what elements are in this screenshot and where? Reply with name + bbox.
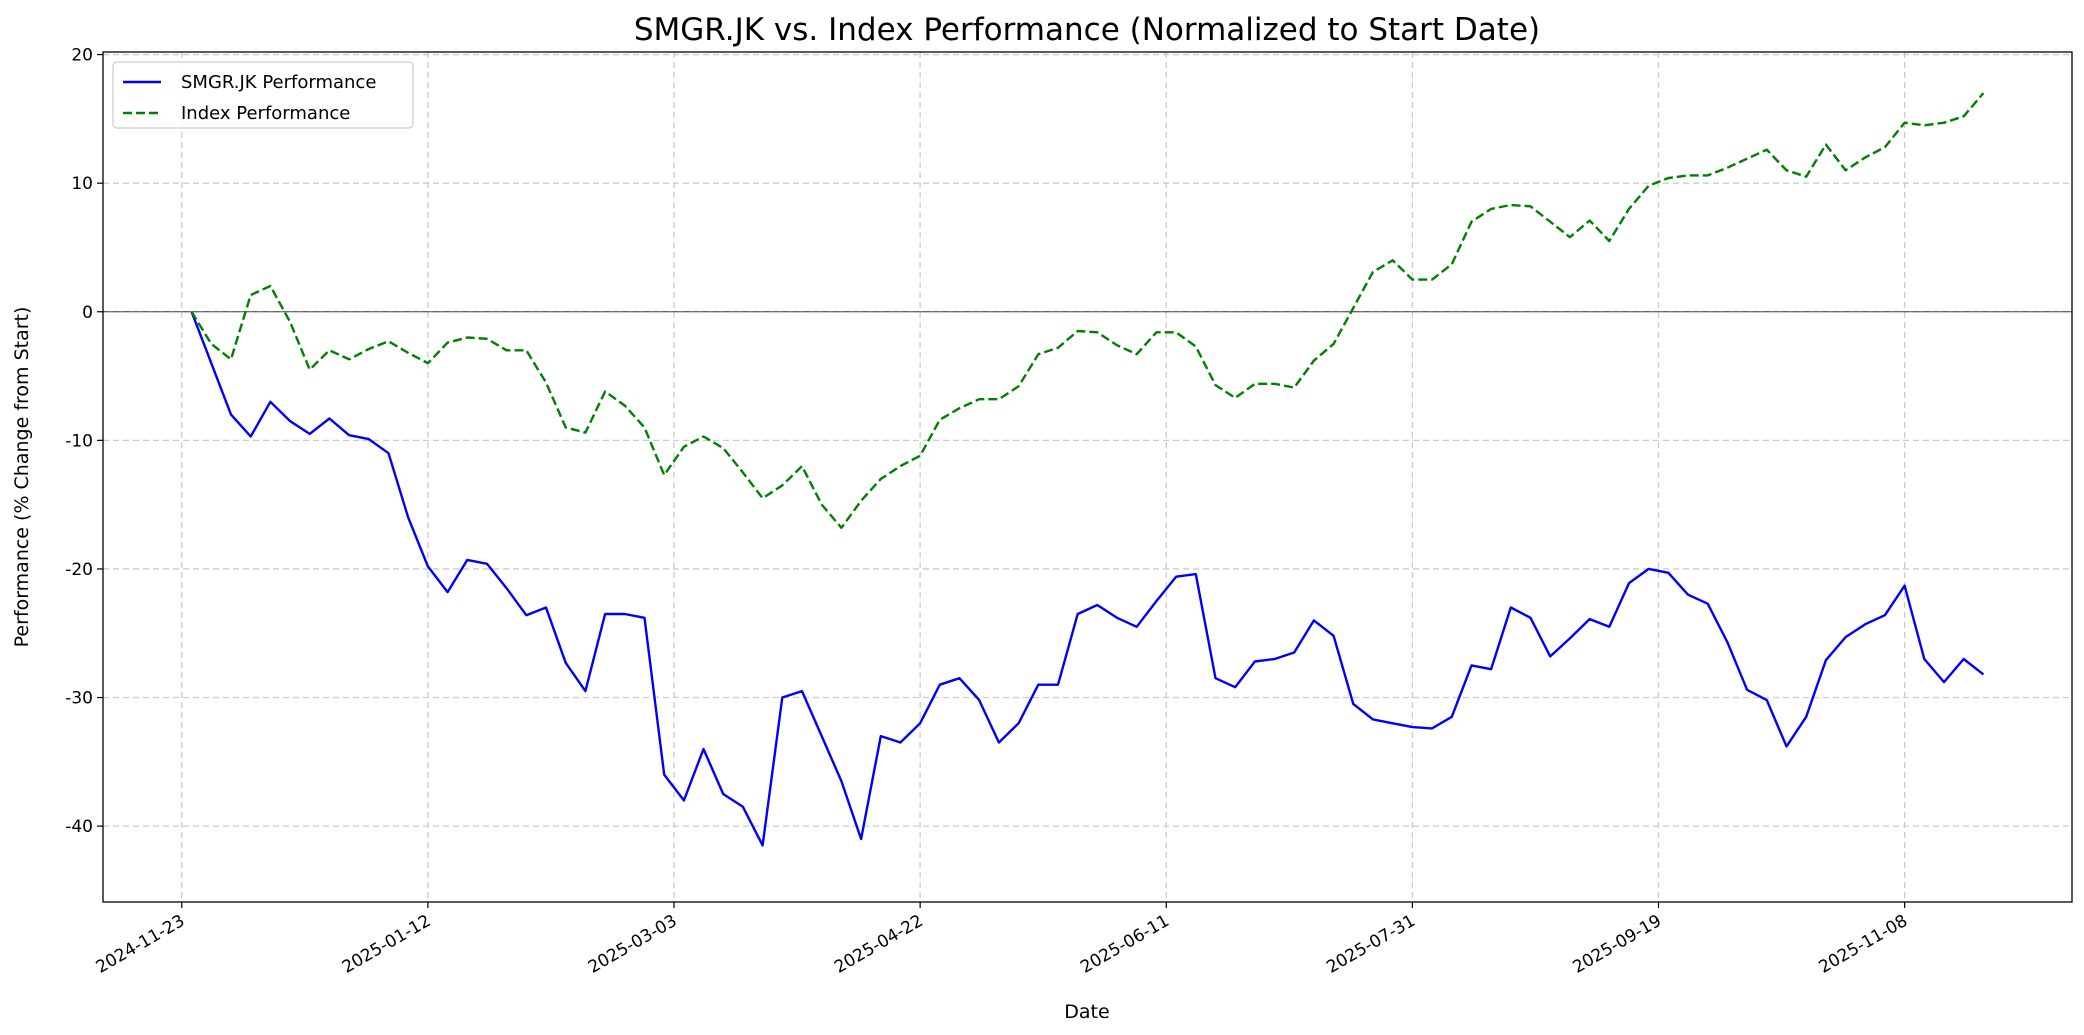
y-tick-label: 20 [71,46,93,66]
x-tick-label: 2025-04-22 [831,911,927,978]
y-tick-label: 0 [82,303,93,323]
y-tick-label: -30 [65,689,93,709]
legend-label: Index Performance [181,103,350,124]
y-tick-label: -10 [65,431,93,451]
y-axis-label: Performance (% Change from Start) [11,307,33,648]
x-tick-label: 2025-07-31 [1323,911,1419,978]
y-tick-label: -40 [65,817,93,837]
y-tick-label: -20 [65,560,93,580]
y-tick-label: 10 [71,174,93,194]
x-tick-label: 2025-01-12 [339,911,435,978]
x-tick-label: 2024-11-23 [93,911,189,978]
plot-frame [102,51,2073,903]
x-tick-label: 2025-11-08 [1816,911,1912,978]
x-tick-label: 2025-06-11 [1077,911,1173,978]
legend: SMGR.JK Performance Index Performance [112,61,414,129]
series-line [190,311,1985,847]
legend-label: SMGR.JK Performance [181,72,376,93]
x-axis-label: Date [1064,1001,1109,1023]
x-tick-label: 2025-03-03 [585,911,681,978]
x-tick-label: 2025-09-19 [1569,911,1665,978]
chart-title: SMGR.JK vs. Index Performance (Normalize… [634,12,1540,48]
legend-box [112,61,414,129]
series-line [190,92,1985,529]
